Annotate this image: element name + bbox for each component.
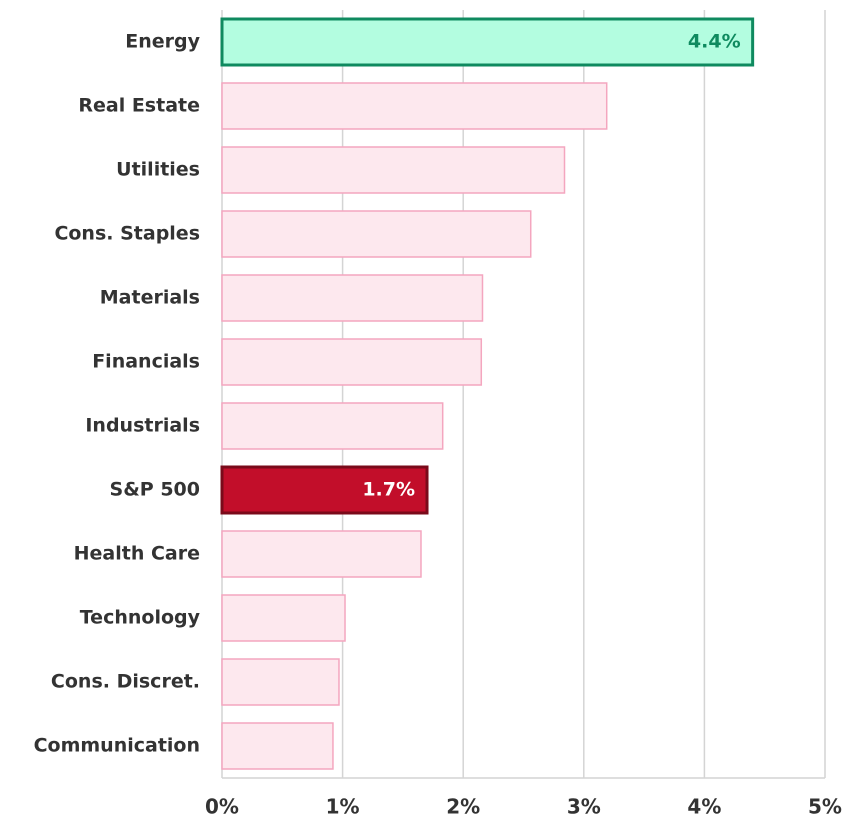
x-tick-label: 1% [326,795,360,819]
y-tick-label: Communication [34,735,200,757]
y-tick-label: Energy [125,31,200,53]
value-label: 4.4% [688,31,741,53]
y-tick-label: Materials [100,287,200,309]
y-tick-label: Cons. Discret. [51,671,200,693]
bar [221,146,566,194]
value-label: 1.7% [362,479,415,501]
bar [221,338,483,386]
y-tick-label: Real Estate [78,95,200,117]
bar [221,274,484,322]
bar [220,465,429,515]
y-tick-label: Industrials [85,415,200,437]
bar [221,722,334,770]
x-tick-label: 3% [567,795,601,819]
y-tick-label: S&P 500 [110,479,200,501]
bar [220,17,755,67]
bar [221,402,444,450]
y-tick-label: Financials [92,351,200,373]
y-tick-label: Technology [80,607,201,629]
x-tick-label: 0% [205,795,239,819]
x-tick-label: 2% [446,795,480,819]
bar [221,594,346,642]
y-tick-label: Health Care [74,543,200,565]
bar [221,82,608,130]
bar [221,658,340,706]
y-tick-label: Utilities [116,159,200,181]
y-tick-label: Cons. Staples [54,223,200,245]
x-tick-label: 5% [808,795,842,819]
bar [221,530,422,578]
x-tick-label: 4% [687,795,721,819]
bar [221,210,532,258]
